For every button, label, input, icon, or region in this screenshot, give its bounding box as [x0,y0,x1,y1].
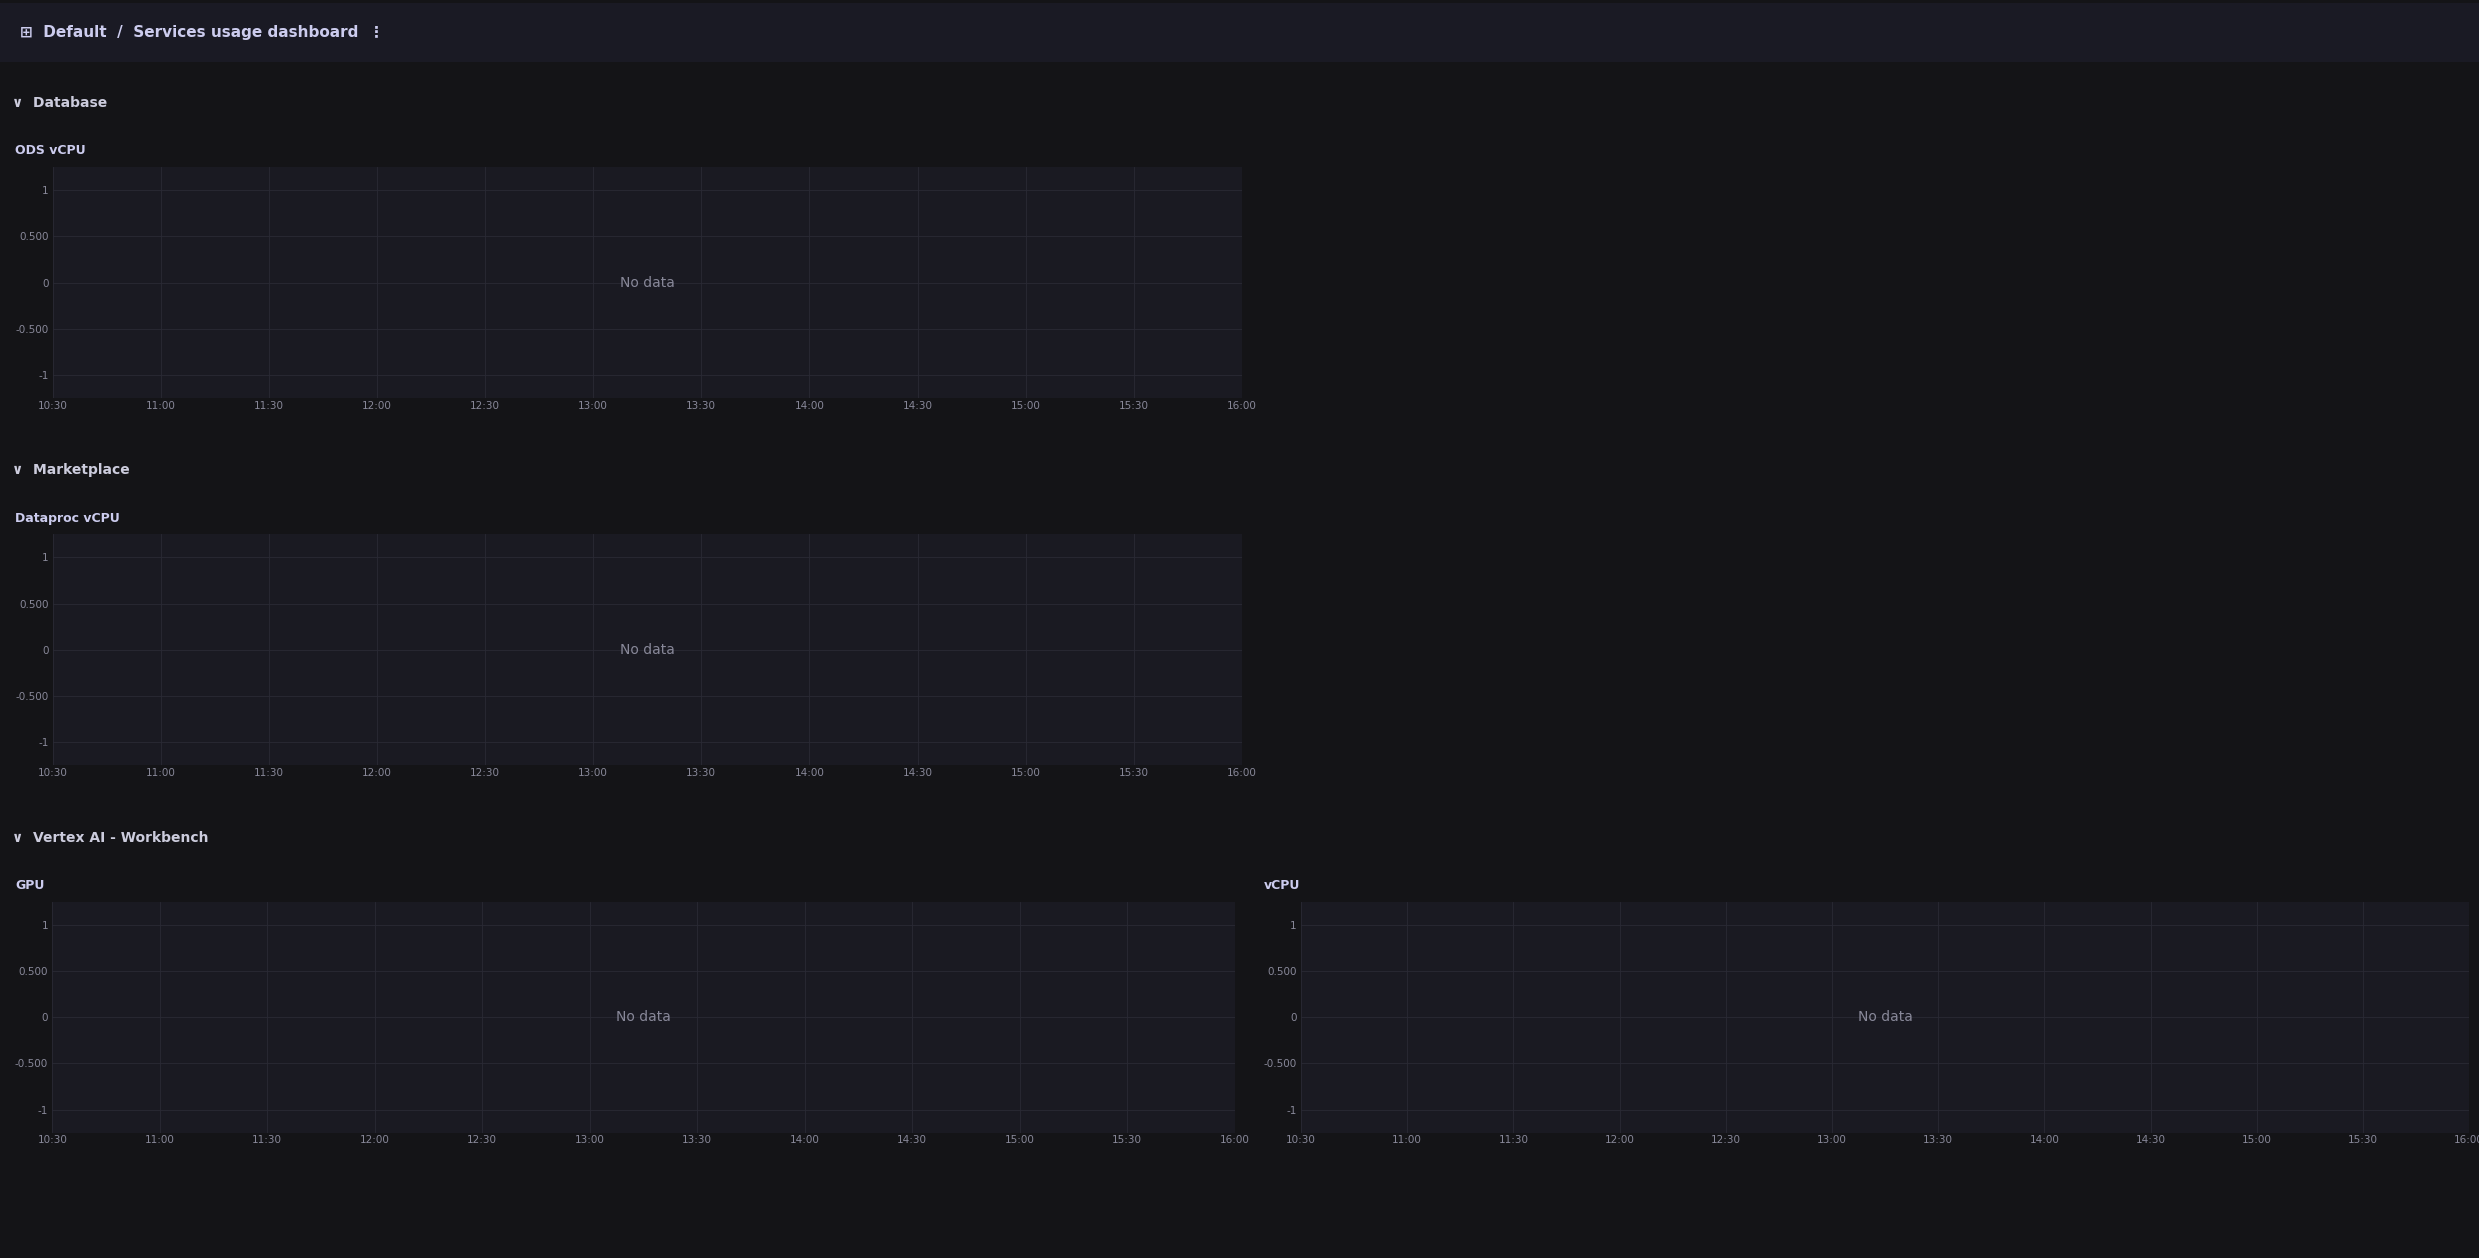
Text: vCPU: vCPU [1264,879,1301,892]
Text: ∨  Marketplace: ∨ Marketplace [12,463,129,477]
Text: No data: No data [620,643,674,657]
Text: No data: No data [1857,1010,1911,1024]
Text: ODS vCPU: ODS vCPU [15,145,87,157]
Text: ∨  Vertex AI - Workbench: ∨ Vertex AI - Workbench [12,830,208,844]
Text: Dataproc vCPU: Dataproc vCPU [15,512,119,525]
Text: GPU: GPU [15,879,45,892]
Text: ∨  Database: ∨ Database [12,96,107,109]
Text: No data: No data [620,276,674,289]
Text: ⊞  Default  /  Services usage dashboard  ⋮: ⊞ Default / Services usage dashboard ⋮ [20,25,384,40]
Text: No data: No data [615,1010,672,1024]
